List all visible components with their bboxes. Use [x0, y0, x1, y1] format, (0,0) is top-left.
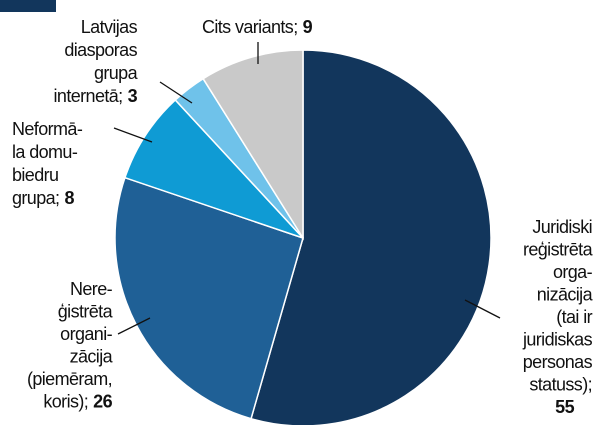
label-line: orga- — [553, 262, 593, 282]
label-line: (tai ir — [556, 307, 592, 327]
label-line: personas — [523, 352, 593, 372]
pie-slice — [123, 98, 304, 239]
slice-label: Nere-ģistrēta organi-zācija (piemēram, kori… — [27, 279, 114, 412]
value-label: 9 — [303, 17, 313, 37]
label-line: Cits variants; — [202, 17, 298, 37]
label-line: koris); — [43, 392, 88, 412]
leader-line — [159, 81, 193, 104]
slice-label: Juridiski reģistrēta orga-nizācija (tai ir j… — [522, 217, 594, 417]
pie-slice — [202, 49, 304, 241]
value-label: 26 — [93, 392, 112, 412]
leader-line — [117, 317, 151, 335]
label-line: Juridiski — [532, 217, 592, 237]
label-line: organi- — [60, 324, 112, 344]
label-line: grupa — [94, 63, 139, 83]
leader-line — [464, 299, 501, 319]
pie-slice — [250, 49, 492, 425]
corner-tab — [0, 0, 56, 12]
label-line: internetā; — [54, 86, 123, 106]
value-label: 8 — [64, 188, 74, 208]
label-line: la domu- — [12, 142, 78, 162]
label-line: statuss); — [529, 375, 592, 395]
slice-label: Neformā-la domu-biedru grupa; 8 — [12, 119, 83, 208]
slice-label: Latvijas diasporas grupa internetā; 3 — [54, 17, 139, 106]
slice-label: Cits variants; 9 — [202, 17, 313, 37]
label-line: biedru — [12, 165, 58, 185]
label-line: grupa; — [12, 188, 59, 208]
label-line: Nere- — [70, 279, 113, 299]
label-line: diasporas — [64, 40, 137, 60]
label-line: nizācija — [537, 285, 594, 305]
label-line: reģistrēta — [523, 240, 594, 260]
label-line: Neformā- — [12, 119, 83, 139]
label-line: (piemēram, — [27, 369, 112, 389]
label-line: Latvijas — [81, 17, 138, 37]
label-line: ģistrēta — [58, 302, 114, 322]
label-line: juridiskas — [522, 330, 593, 350]
label-line: zācija — [70, 347, 114, 367]
value-label: 3 — [128, 86, 138, 106]
value-label: 55 — [555, 397, 574, 417]
leader-line — [113, 127, 153, 143]
